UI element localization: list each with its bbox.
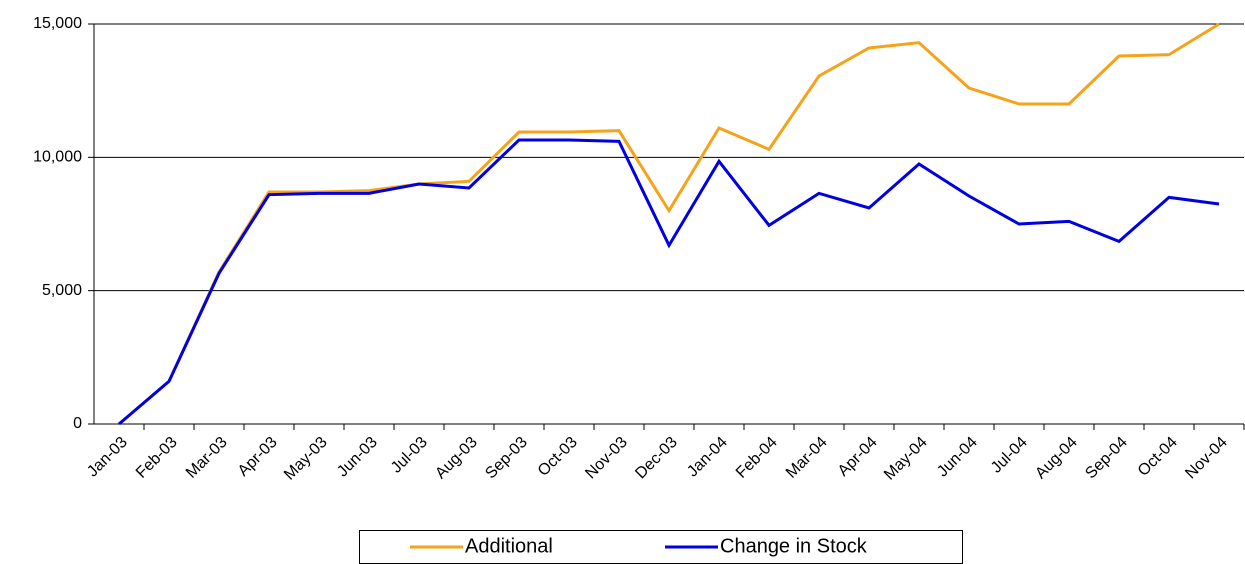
- y-tick-label: 5,000: [42, 282, 82, 299]
- x-tick-label: Jan-03: [84, 434, 131, 481]
- y-tick-label: 15,000: [33, 15, 82, 32]
- x-tick-label: Oct-04: [1135, 434, 1181, 480]
- x-tick-label: Feb-03: [133, 434, 181, 482]
- x-tick-label: Jun-03: [334, 434, 381, 481]
- x-tick-label: Aug-03: [432, 434, 481, 483]
- x-tick-label: Mar-04: [783, 434, 831, 482]
- x-tick-label: May-04: [881, 434, 931, 484]
- x-tick-label: Nov-04: [1182, 434, 1231, 483]
- x-tick-label: Nov-03: [582, 434, 631, 483]
- x-tick-label: Sep-04: [1082, 434, 1131, 483]
- x-tick-label: Dec-03: [632, 434, 681, 483]
- x-tick-label: May-03: [281, 434, 331, 484]
- series-line: [118, 22, 1220, 426]
- x-tick-label: Jun-04: [934, 434, 981, 481]
- x-tick-label: Apr-04: [835, 434, 881, 480]
- x-tick-label: Feb-04: [733, 434, 781, 482]
- x-tick-label: Jan-04: [684, 434, 731, 481]
- x-tick-label: Aug-04: [1032, 434, 1081, 483]
- legend-label: Change in Stock: [720, 535, 868, 557]
- x-tick-label: Oct-03: [535, 434, 581, 480]
- series-line: [118, 138, 1220, 426]
- x-tick-label: Jul-03: [388, 434, 431, 477]
- y-tick-label: 10,000: [33, 149, 82, 166]
- y-tick-label: 0: [73, 415, 82, 432]
- x-tick-label: Apr-03: [235, 434, 281, 480]
- legend: Additional Change in Stock: [359, 530, 963, 564]
- legend-label: Additional: [465, 535, 553, 557]
- x-tick-label: Sep-03: [482, 434, 531, 483]
- x-tick-label: Jul-04: [988, 434, 1031, 477]
- x-tick-label: Mar-03: [183, 434, 231, 482]
